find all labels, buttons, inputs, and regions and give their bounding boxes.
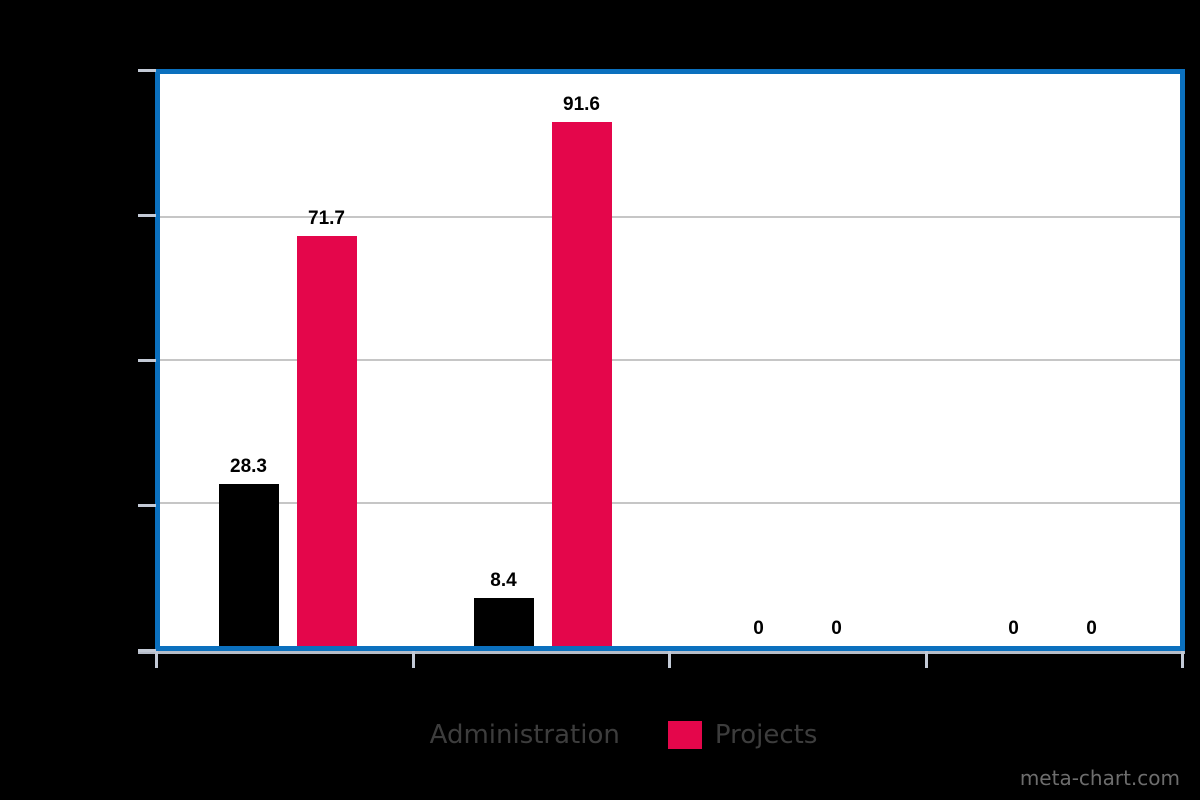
x-axis-tick xyxy=(925,651,928,668)
plot-area: 28.3 8.4 0 0 71.7 91.6 0 0 xyxy=(160,74,1180,646)
legend-label-projects: Projects xyxy=(714,720,818,750)
bar-administration-2 xyxy=(473,597,534,646)
legend-item-administration: Administration xyxy=(382,720,620,750)
bar-projects-1 xyxy=(296,235,357,646)
bar-value-label: 28.3 xyxy=(230,456,267,478)
chart-legend: Administration Projects xyxy=(0,720,1200,750)
bar-value-label: 0 xyxy=(1008,618,1019,639)
x-axis-tick xyxy=(668,651,671,668)
x-axis-tick xyxy=(155,651,158,668)
y-axis-tick xyxy=(138,359,156,362)
gridline xyxy=(160,359,1180,361)
bar-value-label: 8.4 xyxy=(490,569,517,591)
watermark-link[interactable]: meta-chart.com xyxy=(1019,766,1180,790)
legend-swatch-administration xyxy=(382,721,417,749)
x-axis-tick xyxy=(412,651,415,668)
gridline xyxy=(160,216,1180,218)
y-axis-tick xyxy=(138,69,156,72)
bar-administration-1 xyxy=(218,484,279,646)
bar-projects-2 xyxy=(551,122,612,646)
legend-item-projects: Projects xyxy=(667,720,818,750)
chart-frame: 28.3 8.4 0 0 71.7 91.6 0 0 xyxy=(155,69,1185,651)
bar-value-label: 0 xyxy=(1086,618,1097,639)
bar-value-label: 71.7 xyxy=(308,207,345,229)
y-axis-tick xyxy=(138,214,156,217)
bar-value-label: 0 xyxy=(753,618,764,639)
x-axis-tick xyxy=(1181,651,1184,668)
legend-swatch-projects xyxy=(667,721,702,749)
bar-value-label: 0 xyxy=(831,618,842,639)
legend-label-administration: Administration xyxy=(429,720,620,750)
x-axis-line xyxy=(138,651,1185,654)
y-axis-tick xyxy=(138,504,156,507)
y-axis-tick xyxy=(138,649,156,652)
gridline xyxy=(160,502,1180,504)
bar-value-label: 91.6 xyxy=(563,94,600,116)
